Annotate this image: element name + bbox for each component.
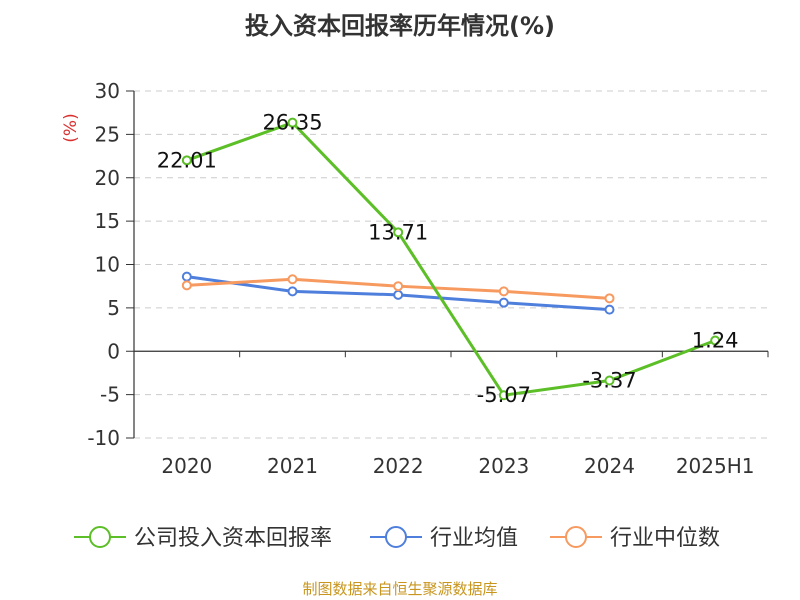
- legend-marker: [89, 526, 111, 548]
- data-label: 22.01: [157, 148, 217, 172]
- data-point: [181, 155, 192, 166]
- source-footer: 制图数据来自恒生聚源数据库: [302, 580, 498, 598]
- y-tick-label: 20: [95, 166, 120, 190]
- x-tick-label: 2021: [267, 454, 318, 478]
- x-tick-label: 2020: [161, 454, 212, 478]
- y-tick-label: 0: [107, 339, 120, 363]
- data-point: [498, 286, 509, 297]
- data-label: 1.24: [692, 328, 739, 352]
- x-tick-label: 2022: [373, 454, 424, 478]
- data-point: [498, 297, 509, 308]
- y-axis-label: (%): [61, 113, 81, 142]
- chart-title: 投入资本回报率历年情况(%): [245, 12, 555, 40]
- legend-marker: [385, 526, 407, 548]
- data-point: [393, 227, 404, 238]
- x-tick-label: 2024: [584, 454, 635, 478]
- data-point: [498, 390, 509, 401]
- y-tick-label: 5: [107, 296, 120, 320]
- data-point: [393, 289, 404, 300]
- x-tick-label: 2025H1: [676, 454, 755, 478]
- y-tick-label: 15: [95, 209, 120, 233]
- y-tick-label: -5: [100, 383, 120, 407]
- legend-label: 公司投入资本回报率: [134, 526, 332, 551]
- series-line-0: [186, 121, 716, 397]
- data-point: [287, 286, 298, 297]
- data-point: [710, 335, 721, 346]
- data-point: [287, 274, 298, 285]
- y-tick-label: 10: [95, 253, 120, 277]
- data-point: [604, 375, 615, 386]
- data-label: -5.07: [477, 383, 531, 407]
- data-label: 13.71: [368, 220, 428, 244]
- data-label: -3.37: [582, 368, 636, 392]
- legend-marker: [565, 526, 587, 548]
- y-tick-label: -10: [87, 426, 120, 450]
- x-tick-label: 2023: [478, 454, 529, 478]
- data-point: [181, 280, 192, 291]
- y-tick-label: 25: [95, 122, 120, 146]
- legend-label: 行业均值: [430, 526, 518, 551]
- data-point: [604, 304, 615, 315]
- data-point: [181, 271, 192, 282]
- data-point: [287, 117, 298, 128]
- data-point: [604, 293, 615, 304]
- y-tick-label: 30: [95, 79, 120, 103]
- legend-label: 行业中位数: [610, 526, 720, 551]
- data-point: [393, 281, 404, 292]
- data-label: 26.35: [262, 111, 322, 135]
